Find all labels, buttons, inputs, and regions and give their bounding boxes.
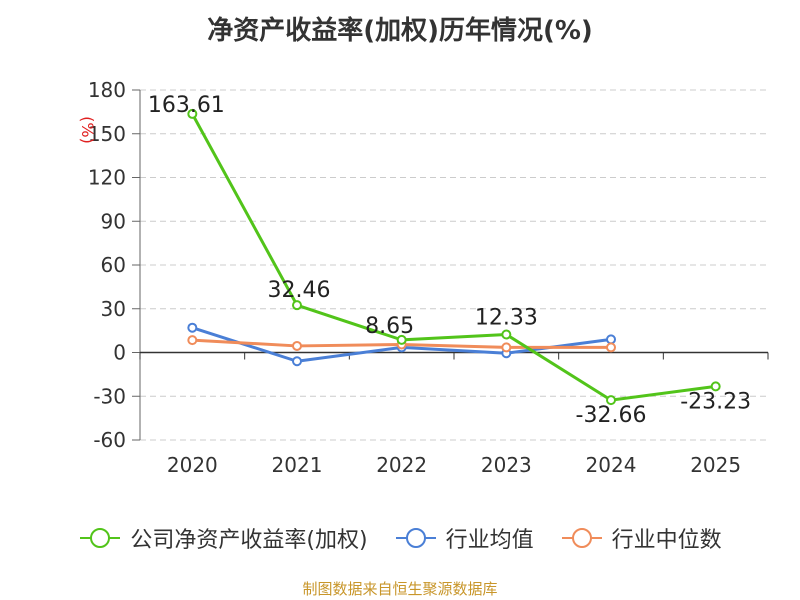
y-tick-label: 0 xyxy=(113,341,126,365)
data-point xyxy=(292,356,302,367)
data-label: 8.65 xyxy=(365,314,414,339)
data-point xyxy=(187,108,198,119)
legend-circle xyxy=(571,528,592,548)
legend-circle xyxy=(90,528,111,548)
y-axis-label: (%) xyxy=(78,116,97,144)
legend-item[interactable]: 行业中位数 xyxy=(560,522,722,554)
data-point xyxy=(606,342,616,353)
data-point xyxy=(710,381,721,392)
axes: 180 150 120 90 60 30 0 -30 -60 2020 2021 2022 2023 20… xyxy=(88,78,769,477)
y-tick-label: 180 xyxy=(88,78,126,102)
data-point xyxy=(501,342,512,353)
data-point xyxy=(292,300,302,311)
data-point xyxy=(187,335,198,346)
y-tick-label: 120 xyxy=(88,166,126,190)
data-labels: 163.61 32.46 8.65 12.33 -32.66 -23.23 xyxy=(148,93,751,428)
source-footer: 制图数据来自恒生聚源数据库 xyxy=(302,580,498,598)
data-point xyxy=(187,322,198,333)
data-point xyxy=(501,329,512,340)
data-point xyxy=(606,334,616,345)
series-line xyxy=(191,113,716,402)
data-point xyxy=(396,334,407,345)
data-label: 32.46 xyxy=(268,278,331,303)
legend-circle xyxy=(405,528,426,548)
x-tick-label: 2020 xyxy=(167,453,218,477)
grid-lines xyxy=(140,89,768,441)
y-tick-label: 90 xyxy=(101,209,126,233)
legend-label: 行业均值 xyxy=(445,528,534,553)
legend-item[interactable]: 行业均值 xyxy=(394,522,534,554)
legend-label: 行业中位数 xyxy=(611,528,722,553)
legend-marker-icon xyxy=(395,528,436,548)
x-tick-label: 2024 xyxy=(586,453,637,477)
y-tick-label: 30 xyxy=(101,297,126,321)
data-label: -23.23 xyxy=(680,389,751,414)
y-tick-label: 60 xyxy=(101,253,126,277)
y-tick-label: -60 xyxy=(93,428,126,452)
data-point xyxy=(292,340,302,351)
x-tick-label: 2023 xyxy=(481,453,532,477)
x-tick-label: 2022 xyxy=(376,453,427,477)
chart-title: 净资产收益率(加权)历年情况(%) xyxy=(207,16,593,46)
data-point xyxy=(606,395,616,406)
legend: 公司净资产收益率(加权) 行业均值 行业中位数 xyxy=(0,520,800,556)
x-tick-label: 2025 xyxy=(690,453,741,477)
data-label: 12.33 xyxy=(475,306,538,331)
legend-item[interactable]: 公司净资产收益率(加权) xyxy=(78,522,368,554)
legend-marker-icon xyxy=(80,528,121,548)
legend-marker-icon xyxy=(561,528,602,548)
y-tick-label: 150 xyxy=(88,122,126,146)
series xyxy=(187,108,721,406)
y-tick-label: -30 xyxy=(93,384,126,408)
legend-label: 公司净资产收益率(加权) xyxy=(130,528,368,553)
x-tick-label: 2021 xyxy=(272,453,323,477)
data-label: -32.66 xyxy=(576,403,647,428)
data-label: 163.61 xyxy=(148,93,225,118)
